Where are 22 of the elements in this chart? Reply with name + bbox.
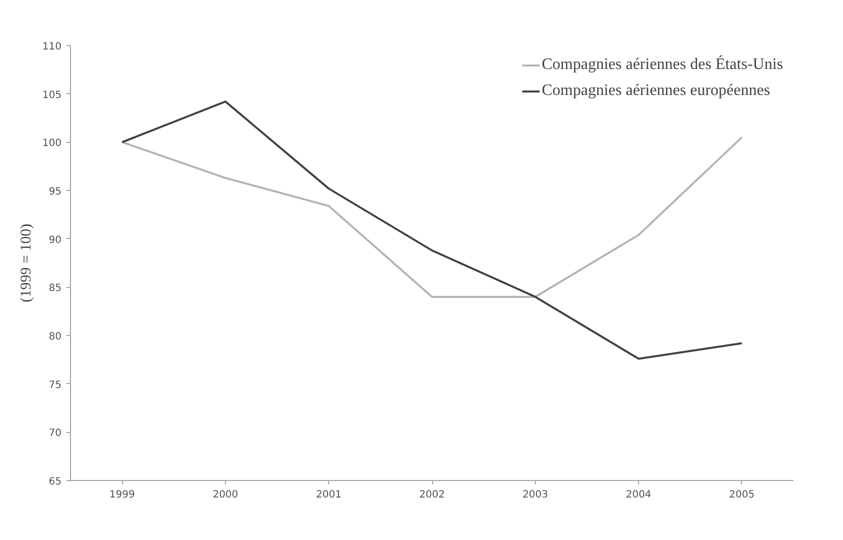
y-tick-label: 65 (48, 476, 62, 488)
legend-label: Compagnies aériennes européennes (542, 82, 770, 100)
x-tick-label: 2003 (522, 490, 548, 500)
y-tick-label: 100 (42, 138, 62, 150)
x-tick-label: 2002 (419, 490, 445, 500)
y-tick-label: 105 (42, 90, 62, 101)
y-tick-label: 90 (48, 234, 62, 246)
x-tick-label: 2004 (626, 490, 652, 500)
x-tick-label: 2001 (316, 490, 342, 500)
x-tick-label: 1999 (109, 490, 135, 500)
x-tick-label: 2005 (729, 490, 755, 500)
y-tick-label: 95 (48, 186, 62, 198)
y-tick-label: 80 (48, 332, 62, 342)
y-tick-label: 85 (48, 283, 62, 294)
y-tick-label: 110 (42, 42, 62, 52)
legend-label: Compagnies aériennes des États-Unis (542, 56, 783, 74)
line-series (121, 100, 743, 360)
x-tick-label: 2000 (212, 490, 238, 500)
y-tick-label: 75 (48, 380, 62, 391)
line-series (121, 136, 743, 298)
y-axis-title: (1999 = 100) (18, 224, 34, 302)
y-tick-label: 70 (48, 428, 62, 440)
